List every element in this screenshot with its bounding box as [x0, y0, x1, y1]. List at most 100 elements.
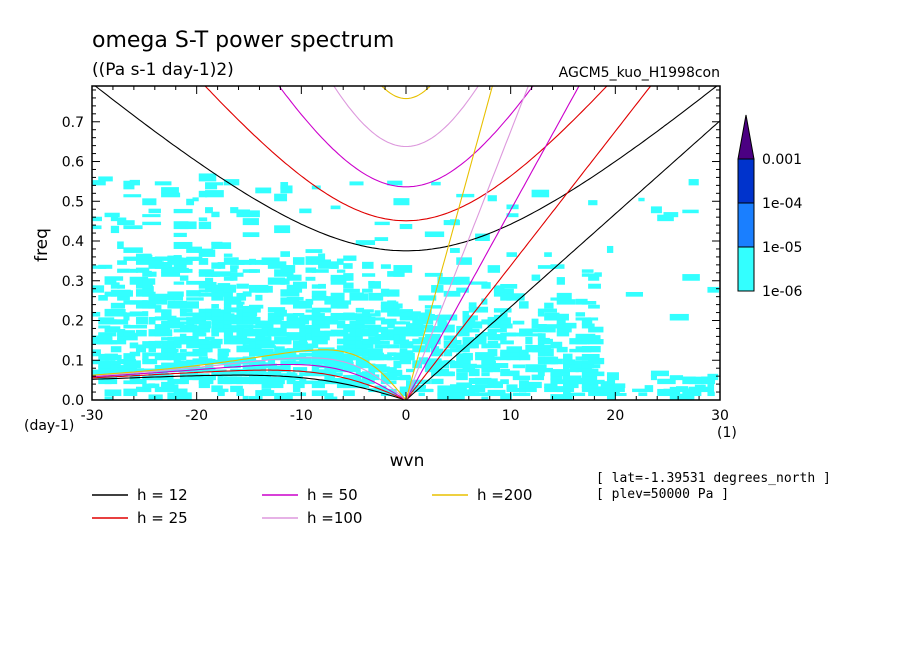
heatmap-cell [387, 367, 397, 373]
colorbar-label: 1e-04 [762, 196, 802, 212]
heatmap-cell [406, 326, 414, 333]
heatmap-cell [581, 363, 595, 369]
heatmap-cell [355, 349, 367, 357]
heatmap-cell [98, 333, 111, 341]
heatmap-cell [393, 352, 406, 361]
heatmap-cell [519, 392, 527, 397]
heatmap-cell [468, 302, 477, 309]
heatmap-cell [142, 221, 162, 226]
heatmap-cell [575, 312, 586, 317]
heatmap-cell [230, 265, 239, 269]
heatmap-cell [186, 342, 194, 349]
heatmap-cell [286, 296, 304, 301]
heatmap-cell [148, 394, 163, 400]
heatmap-cell [330, 276, 347, 285]
heatmap-cell [449, 314, 458, 321]
heatmap-cell [393, 303, 403, 309]
heatmap-cell [418, 295, 437, 301]
heatmap-cell [336, 345, 347, 349]
heatmap-cell [123, 313, 130, 321]
heatmap-cell [374, 366, 390, 373]
heatmap-cell [399, 224, 413, 230]
heatmap-cell [694, 384, 706, 393]
heatmap-cell [481, 298, 488, 305]
heatmap-cell [399, 309, 413, 313]
heatmap-cell [292, 345, 300, 353]
heatmap-cell [249, 269, 261, 273]
heatmap-cell [98, 294, 108, 301]
heatmap-cell [223, 349, 231, 353]
heatmap-cell [650, 206, 662, 214]
colorbar-segment [737, 202, 755, 248]
heatmap-cell [261, 345, 277, 349]
heatmap-cell [456, 193, 475, 198]
heatmap-cell [481, 356, 495, 365]
heatmap-cell [161, 326, 168, 333]
heatmap-cell [142, 270, 152, 277]
heatmap-cell [117, 241, 124, 249]
heatmap-cell [537, 371, 545, 377]
heatmap-cell [205, 207, 213, 214]
heatmap-cell [274, 365, 282, 373]
heatmap-cell [249, 258, 256, 265]
heatmap-cell [475, 333, 487, 341]
heatmap-cell [135, 278, 146, 285]
lat-annotation: [ lat=-1.39531 degrees_north ] [596, 471, 831, 486]
heatmap-cell [437, 319, 447, 325]
heatmap-cell [299, 337, 308, 345]
heatmap-cell [255, 329, 275, 337]
heatmap-cell [594, 272, 602, 277]
heatmap-cell [506, 252, 517, 257]
heatmap-cell [299, 325, 311, 333]
chart-units: ((Pa s-1 day-1)2) [92, 60, 234, 80]
heatmap-cell [236, 259, 252, 265]
heatmap-cell [387, 322, 395, 329]
heatmap-cell [123, 353, 136, 361]
heatmap-cell [431, 285, 444, 293]
heatmap-cell [236, 317, 248, 325]
heatmap-cell [343, 288, 360, 293]
heatmap-cell [311, 307, 332, 313]
heatmap-cell [198, 217, 208, 222]
heatmap-cell [638, 392, 648, 397]
heatmap-cell [330, 364, 344, 373]
heatmap-cell [456, 382, 473, 389]
heatmap-cell [657, 214, 674, 222]
heatmap-cell [349, 181, 364, 186]
heatmap-cell [161, 329, 173, 337]
heatmap-cell [110, 354, 122, 361]
heatmap-cell [242, 356, 256, 365]
heatmap-cell [255, 360, 266, 365]
heatmap-cell [500, 379, 509, 385]
heatmap-cell [519, 301, 529, 309]
heatmap-cell [588, 283, 601, 289]
heatmap-cell [117, 337, 127, 345]
heatmap-cell [669, 313, 689, 321]
heatmap-cell [92, 180, 106, 186]
heatmap-cell [123, 324, 131, 329]
heatmap-cell [506, 332, 517, 337]
heatmap-cell [311, 332, 330, 341]
heatmap-cell [487, 265, 501, 273]
heatmap-cell [487, 367, 501, 373]
heatmap-cell [267, 260, 280, 265]
heatmap-cell [286, 378, 296, 385]
heatmap-cell [117, 290, 133, 297]
heatmap-cell [563, 326, 572, 333]
heatmap-cell [311, 390, 328, 397]
run-name: AGCM5_kuo_H1998con [559, 65, 720, 81]
heatmap-cell [644, 385, 654, 393]
heatmap-cell [179, 301, 200, 309]
heatmap-cell [500, 326, 507, 333]
heatmap-cell [267, 357, 276, 365]
heatmap-cell [186, 280, 207, 285]
heatmap-cell [161, 261, 173, 269]
heatmap-cell [236, 292, 247, 301]
heatmap-cell [581, 273, 589, 277]
heatmap-cell [148, 340, 156, 345]
heatmap-cell [129, 179, 140, 186]
heatmap-cell [318, 283, 326, 289]
heatmap-cell [362, 309, 374, 313]
heatmap-cell [267, 372, 279, 377]
heatmap-cell [355, 340, 374, 349]
